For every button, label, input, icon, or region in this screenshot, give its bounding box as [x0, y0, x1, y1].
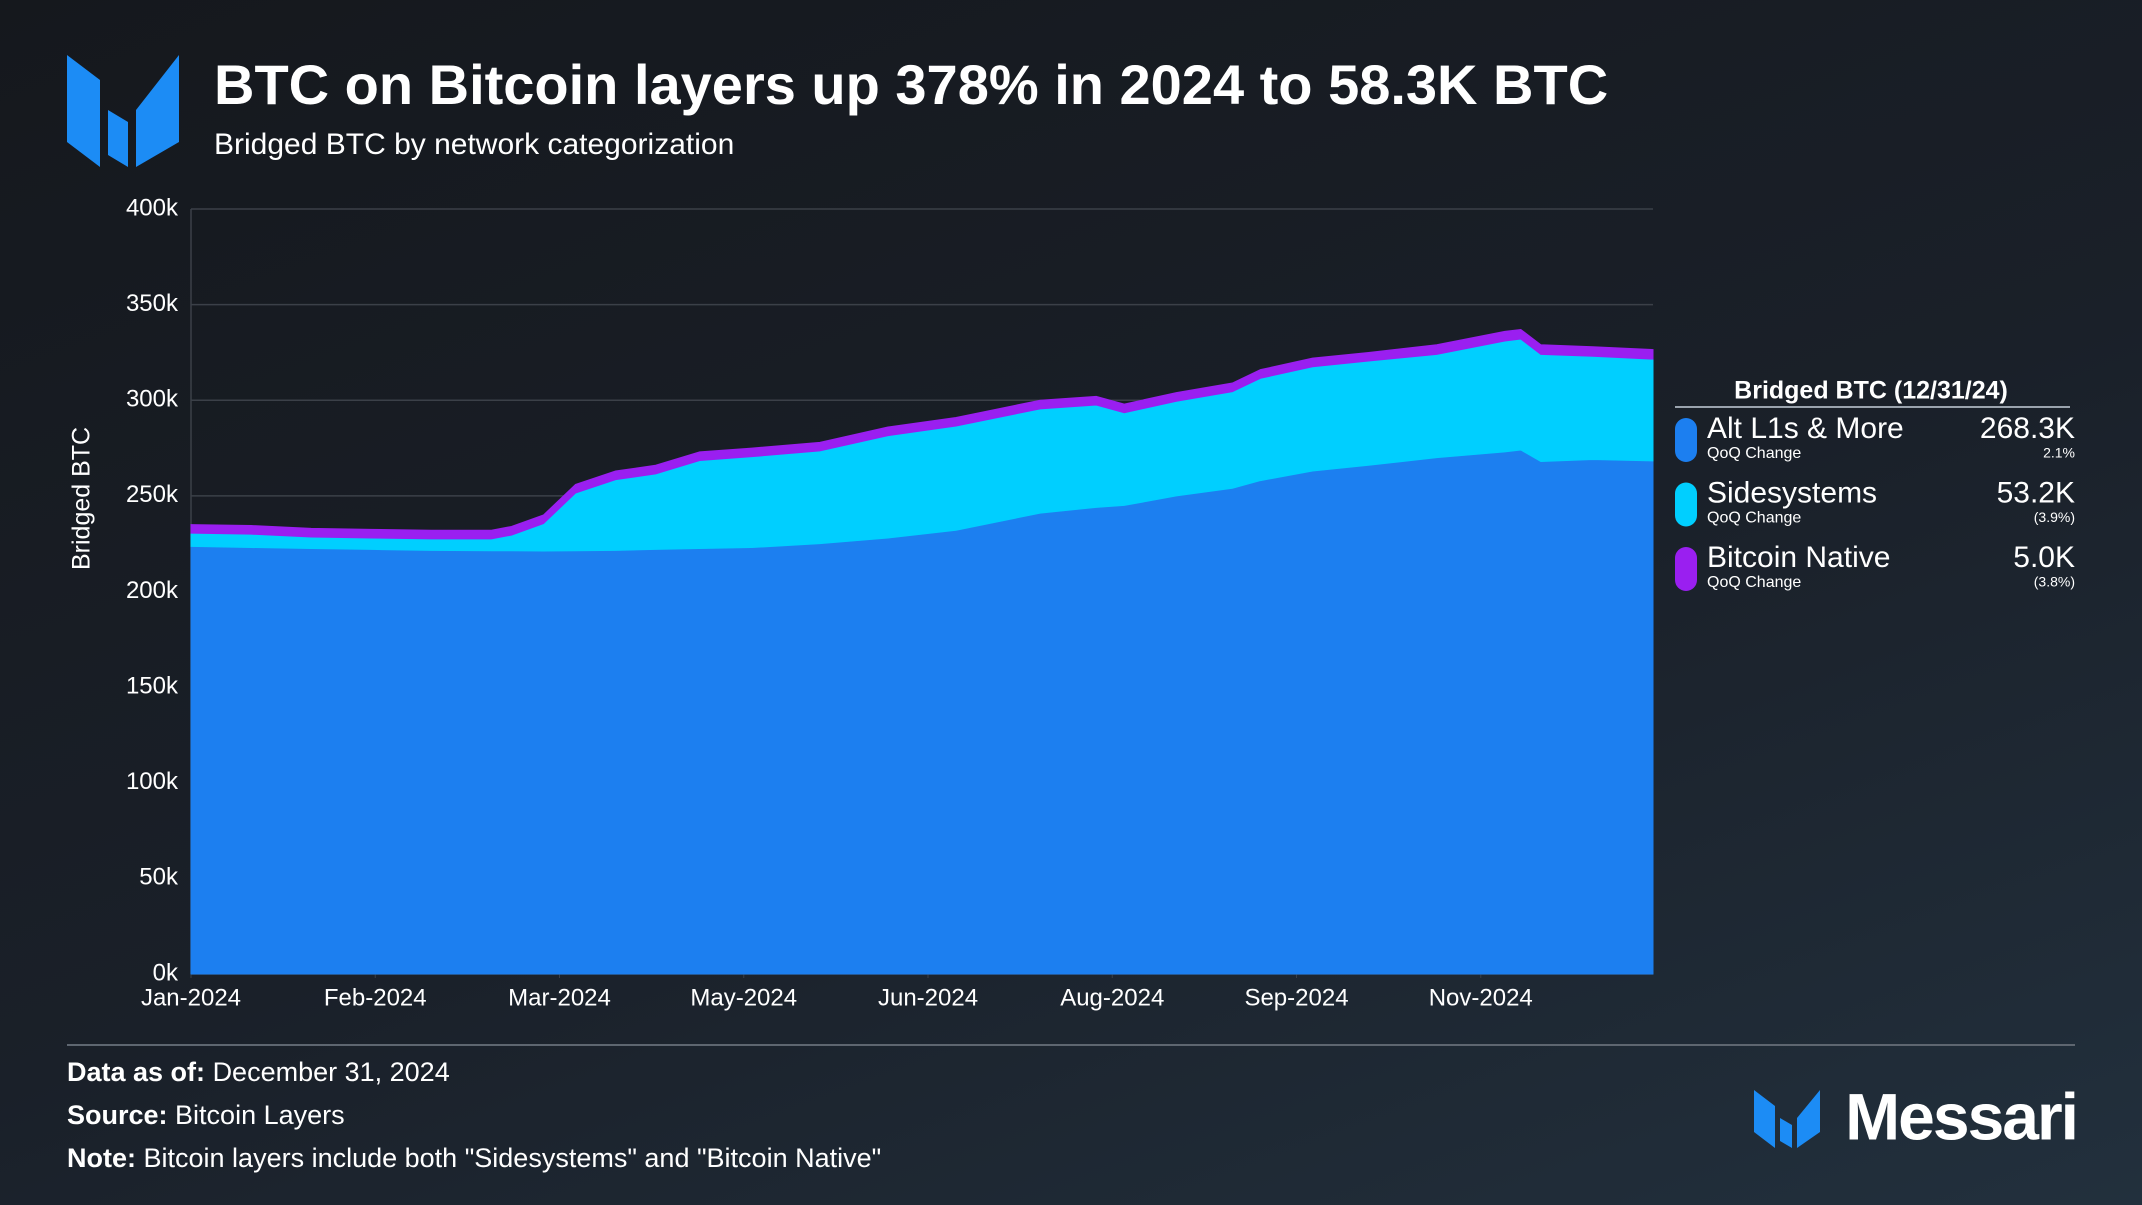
chart-subtitle: Bridged BTC by network categorization	[214, 128, 734, 161]
legend-title: Bridged BTC (12/31/24)	[1734, 377, 2008, 405]
chart-title: BTC on Bitcoin layers up 378% in 2024 to…	[214, 53, 1608, 116]
y-axis-label: Bridged BTC	[68, 427, 96, 570]
footer: Data as of: December 31, 2024 Source: Bit…	[67, 1057, 881, 1173]
x-tick-label: Sep-2024	[1244, 984, 1348, 1011]
y-tick-label: 200k	[126, 577, 179, 604]
footer-space	[205, 1057, 213, 1087]
footer-text: Bitcoin Layers	[175, 1100, 345, 1130]
x-tick-label: Aug-2024	[1060, 984, 1164, 1011]
legend-swatch	[1675, 547, 1697, 591]
y-tick-label: 0k	[153, 959, 179, 986]
plot: 0k 50k 100k 150k 200k 250k 300k 350k 400k Jan-202…	[126, 194, 1654, 1011]
legend-label: Alt L1s & More	[1707, 412, 1904, 445]
brand-name: Messari	[1845, 1079, 2077, 1153]
legend-change: (3.9%)	[2034, 509, 2075, 525]
legend-value: 5.0K	[2013, 541, 2075, 574]
legend-label: Sidesystems	[1707, 476, 1877, 509]
y-tick-label: 400k	[126, 194, 179, 221]
footer-label: Note:	[67, 1143, 136, 1173]
y-tick-label: 350k	[126, 290, 179, 317]
y-tick-label: 100k	[126, 768, 179, 795]
legend-swatch	[1675, 482, 1697, 527]
y-tick-label: 300k	[126, 386, 179, 413]
y-tick-label: 250k	[126, 481, 179, 508]
x-tick-label: Mar-2024	[508, 984, 611, 1011]
logo	[67, 55, 179, 167]
y-tick-label: 50k	[139, 864, 179, 891]
legend-sublabel: QoQ Change	[1707, 574, 1801, 591]
footer-label: Source:	[67, 1100, 168, 1130]
footer-text: December 31, 2024	[213, 1057, 450, 1087]
x-tick-label: Jan-2024	[141, 984, 241, 1011]
x-tick-label: Feb-2024	[324, 984, 427, 1011]
footer-text: Bitcoin layers include both "Sidesystems…	[144, 1143, 882, 1173]
footer-line: Data as of: December 31, 2024	[67, 1057, 450, 1087]
x-tick-label: May-2024	[690, 984, 797, 1011]
legend-value: 53.2K	[1997, 476, 2075, 509]
legend-value: 268.3K	[1980, 412, 2075, 445]
legend: Alt L1s & More 268.3K QoQ Change 2.1% Sidesy…	[1675, 412, 2075, 591]
legend-swatch	[1675, 418, 1697, 462]
x-tick-label: Nov-2024	[1429, 984, 1533, 1011]
legend-change: (3.8%)	[2034, 574, 2075, 590]
brand-logo	[1754, 1090, 1820, 1148]
area	[190, 328, 1654, 540]
legend-change: 2.1%	[2043, 445, 2075, 461]
footer-label: Data as of:	[67, 1057, 205, 1087]
y-tick-label: 150k	[126, 672, 179, 699]
legend-label: Bitcoin Native	[1707, 541, 1890, 574]
legend-sublabel: QoQ Change	[1707, 510, 1801, 527]
footer-space	[136, 1143, 144, 1173]
x-tick-label: Jun-2024	[878, 984, 978, 1011]
footer-space	[168, 1100, 176, 1130]
footer-line: Note: Bitcoin layers include both "Sides…	[67, 1143, 881, 1173]
footer-line: Source: Bitcoin Layers	[67, 1100, 345, 1130]
legend-sublabel: QoQ Change	[1707, 445, 1801, 462]
